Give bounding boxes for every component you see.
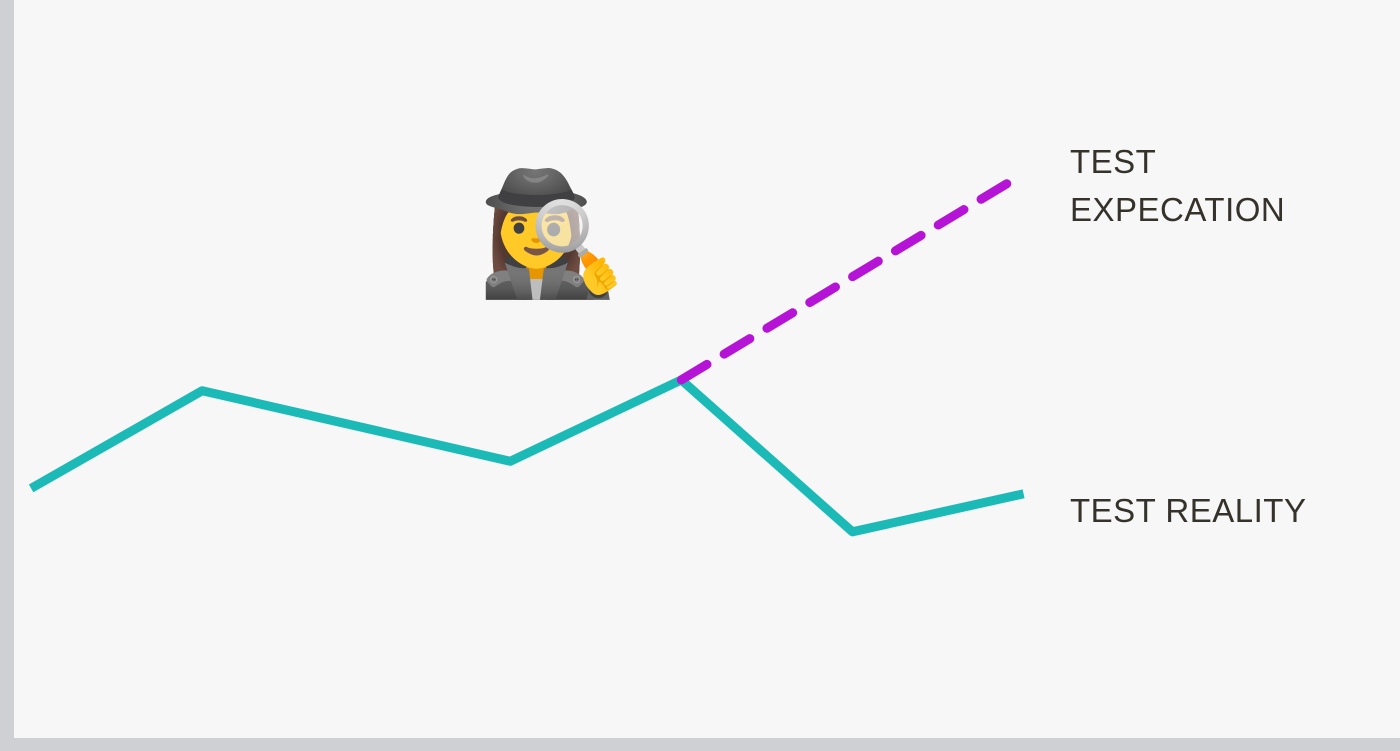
detective-icon: 🕵️‍♀️	[477, 166, 626, 302]
series-label-expectation-line2: EXPECATION	[1070, 191, 1286, 228]
series-line-expectation	[676, 169, 1029, 385]
x-axis	[0, 738, 1400, 751]
y-axis	[0, 0, 14, 751]
series-label-expectation: TEST EXPECATION	[1070, 138, 1285, 234]
series-line-reality	[28, 375, 1025, 537]
series-label-reality: TEST REALITY	[1070, 492, 1307, 529]
series-layer	[28, 169, 1029, 537]
series-label-expectation-line1: TEST	[1070, 143, 1157, 180]
